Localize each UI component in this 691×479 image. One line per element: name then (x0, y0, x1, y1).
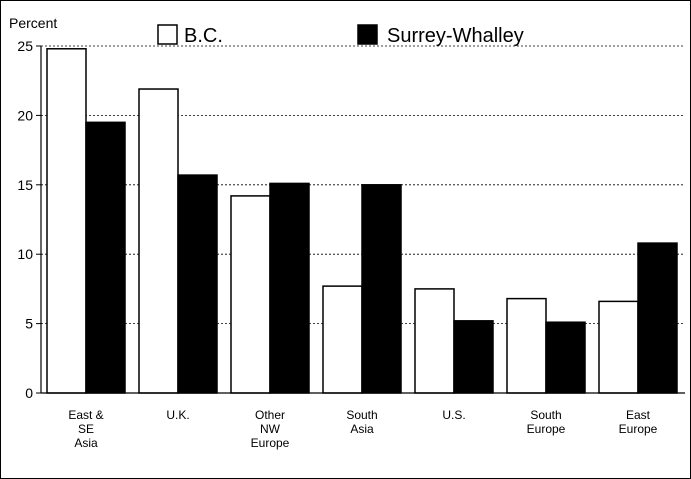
y-tick-label: 25 (17, 38, 33, 54)
bar-bc (46, 48, 87, 394)
bar-surrey-whalley (453, 320, 494, 394)
x-category-label-line: U.S. (442, 408, 465, 422)
x-category-label-line: Asia (350, 422, 374, 436)
x-category-label-line: SE (78, 422, 94, 436)
bar-bc (138, 88, 179, 394)
x-category-label-line: South (530, 408, 561, 422)
y-tick-label: 0 (25, 385, 33, 401)
bar-bc (322, 285, 363, 394)
x-category-label: East & SE Asia (68, 408, 103, 450)
y-tick-label: 15 (17, 177, 33, 193)
axes (36, 45, 685, 394)
bar-surrey-whalley (637, 242, 678, 394)
x-category-label: Other NW Europe (251, 408, 290, 450)
x-category-label-line: Europe (619, 422, 658, 436)
x-category-label-line: East & (68, 408, 103, 422)
x-category-label-line: Europe (251, 436, 290, 450)
x-category-label: U.S. (442, 408, 465, 422)
x-category-label: South Asia (346, 408, 377, 436)
x-category-label: East Europe (619, 408, 658, 436)
bars (46, 48, 678, 394)
legend: B.C. Surrey-Whalley (157, 24, 524, 47)
bar-surrey-whalley (85, 121, 126, 394)
x-category-label-line: NW (260, 422, 281, 436)
x-category-label-line: East (626, 408, 651, 422)
x-category-label-line: U.K. (166, 408, 189, 422)
bar-bc (230, 195, 271, 394)
bar-bc (414, 288, 455, 394)
x-category-label: South Europe (527, 408, 566, 436)
bar-surrey-whalley (177, 174, 218, 394)
y-axis-label: Percent (9, 15, 57, 31)
y-tick-labels: 0 5 10 15 20 25 (17, 38, 33, 401)
bar-bc (506, 297, 547, 394)
bar-surrey-whalley (361, 184, 402, 394)
x-category-label: U.K. (166, 408, 189, 422)
y-tick-label: 5 (25, 316, 33, 332)
x-category-label-line: Other (255, 408, 285, 422)
x-category-label-line: South (346, 408, 377, 422)
legend-label-surrey-whalley: Surrey-Whalley (387, 25, 524, 47)
y-tick-label: 20 (17, 107, 33, 123)
y-tick-label: 10 (17, 246, 33, 262)
bar-surrey-whalley (269, 182, 310, 394)
legend-label-bc: B.C. (184, 25, 223, 47)
bar-bc (598, 300, 639, 394)
x-category-label-line: Europe (527, 422, 566, 436)
legend-swatch-bc (157, 24, 178, 45)
bar-surrey-whalley (545, 321, 586, 394)
x-category-label-line: Asia (74, 436, 98, 450)
legend-swatch-surrey-whalley (357, 24, 378, 45)
